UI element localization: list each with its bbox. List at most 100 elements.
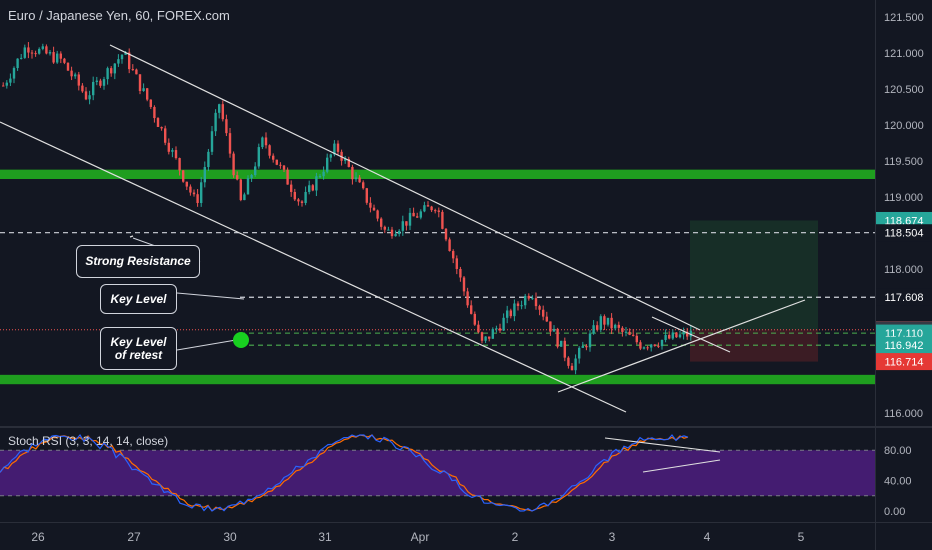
candle-body (513, 303, 516, 317)
candle-body (660, 339, 664, 347)
candle-body (678, 334, 682, 338)
time-tick-label: 3 (609, 530, 616, 544)
candle-body (567, 357, 570, 366)
candle-body (268, 145, 271, 156)
price-tag-label: 116.942 (885, 340, 924, 352)
candle-body (135, 69, 138, 75)
candle-body (578, 347, 581, 359)
price-tick-label: 119.000 (884, 192, 923, 204)
candle-body (228, 133, 232, 154)
candle-body (304, 191, 307, 203)
candle-body (214, 112, 217, 132)
candle-body (488, 336, 491, 339)
candle-body (2, 85, 5, 87)
candle-body (599, 316, 602, 330)
candle-body (617, 324, 620, 328)
candle-body (279, 164, 282, 166)
candle-body (362, 182, 365, 189)
candle-body (502, 317, 505, 331)
channel-upper-line (109, 44, 701, 331)
candle-body (218, 104, 221, 113)
candle-body (146, 88, 149, 100)
target-zone (690, 220, 818, 330)
candle-body (596, 325, 599, 330)
candle-body (41, 46, 44, 49)
price-tag-box (876, 336, 932, 354)
candle-body (311, 185, 314, 191)
candle-body (351, 166, 354, 180)
candle-body (81, 85, 84, 92)
candle-body (38, 48, 41, 54)
candle-body (300, 201, 304, 203)
price-tag-box (876, 224, 932, 242)
candle-body (153, 106, 156, 119)
candle-body (257, 147, 260, 167)
price-tick-label: 118.000 (884, 264, 923, 276)
candle-body (419, 211, 422, 218)
candle-body (232, 153, 235, 176)
time-tick-label: 5 (798, 530, 805, 544)
price-tag-label: 116.714 (885, 357, 924, 369)
candle-body (372, 207, 376, 211)
candle-body (455, 258, 458, 269)
candle-body (354, 177, 358, 180)
candle-body (671, 332, 674, 339)
candle-body (236, 175, 239, 180)
candle-body (408, 212, 412, 226)
candle-body (149, 99, 152, 107)
wedge-support-line (557, 299, 806, 393)
candle-body (117, 59, 120, 64)
candle-body (12, 68, 16, 79)
candle-body (664, 334, 667, 340)
candle-body (570, 365, 574, 371)
candle-body (221, 104, 224, 120)
candle-body (682, 331, 685, 335)
upper-zone (0, 169, 875, 179)
stoch-d-line (0, 434, 689, 512)
candle-body (142, 88, 145, 91)
key-level-retest-label-1: Key Level (110, 334, 167, 349)
candle-body (434, 210, 437, 212)
candle-body (524, 295, 527, 306)
stoch-lower-trendline (642, 459, 721, 473)
candle-body (9, 78, 12, 83)
candle-body (192, 192, 196, 195)
candle-body (448, 239, 451, 252)
candle-body (646, 347, 649, 349)
candle-body (110, 68, 113, 74)
candle-body (336, 143, 340, 152)
candle-body (128, 52, 131, 70)
candle-body (549, 321, 552, 332)
candle-body (520, 305, 523, 307)
price-tick-label: 116.000 (884, 408, 923, 420)
candle-body (48, 52, 52, 54)
candle-body (160, 126, 163, 129)
chart-title: Euro / Japanese Yen, 60, FOREX.com (8, 8, 230, 23)
candle-body (138, 74, 142, 91)
candle-body (610, 317, 613, 329)
candle-body (30, 52, 34, 54)
candle-body (426, 205, 430, 207)
candle-body (347, 159, 350, 167)
candle-body (506, 310, 509, 318)
candle-body (383, 226, 386, 230)
candle-body (5, 82, 8, 86)
candle-body (99, 80, 102, 86)
key-level-callout: Key Level (100, 284, 177, 314)
price-tag-label: 118.504 (885, 228, 924, 240)
candle-body (686, 331, 689, 337)
candle-body (376, 210, 379, 219)
candle-body (182, 170, 185, 182)
candle-body (196, 194, 199, 203)
candle-body (34, 53, 37, 55)
candle-body (430, 206, 433, 211)
candle-body (264, 137, 268, 146)
candle-body (74, 74, 77, 77)
candle-body (77, 74, 80, 86)
candle-body (200, 182, 203, 203)
candle-body (120, 54, 124, 60)
candle-body (27, 47, 30, 53)
candle-body (59, 53, 62, 59)
candle-body (473, 313, 476, 325)
